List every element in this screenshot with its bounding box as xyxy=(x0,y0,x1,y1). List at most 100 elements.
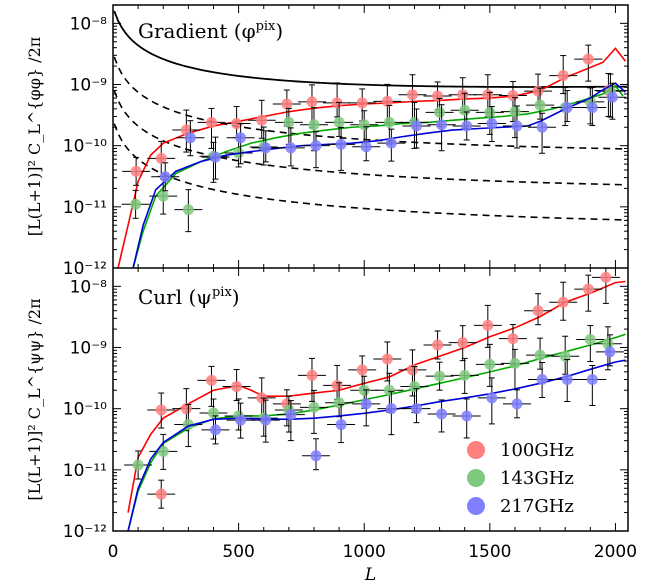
marker xyxy=(486,118,498,130)
marker xyxy=(457,89,469,101)
data-point-143GHz xyxy=(526,87,555,120)
marker xyxy=(532,305,544,317)
marker xyxy=(436,408,448,420)
data-point-143GHz xyxy=(425,361,454,391)
marker xyxy=(461,410,473,422)
marker xyxy=(184,132,196,144)
legend-label-217GHz: 217GHz xyxy=(500,496,574,517)
data-point-217GHz xyxy=(301,131,330,169)
data-point-143GHz xyxy=(500,97,529,139)
data-point-100GHz xyxy=(297,357,326,402)
data-point-217GHz xyxy=(301,438,330,471)
data-point-100GHz xyxy=(423,330,452,360)
data-point-217GHz xyxy=(427,104,456,152)
data-point-217GHz xyxy=(578,364,607,406)
marker xyxy=(408,381,420,393)
marker xyxy=(356,364,368,376)
data-point-100GHz xyxy=(373,83,402,124)
model-curve-217GHz xyxy=(127,359,626,531)
data-point-100GHz xyxy=(122,156,151,186)
y-tick-label: 10⁻⁸ xyxy=(70,277,108,297)
marker xyxy=(534,99,546,111)
marker xyxy=(335,138,347,150)
marker xyxy=(205,374,217,386)
theory-curve-dashed-3 xyxy=(113,123,627,221)
y-tick-label: 10⁻¹¹ xyxy=(63,198,107,218)
marker xyxy=(381,353,393,365)
marker xyxy=(205,116,217,128)
legend-marker-100GHz xyxy=(467,441,485,459)
marker xyxy=(383,384,395,396)
y-tick-label: 10⁻¹⁰ xyxy=(63,400,107,420)
data-point-143GHz xyxy=(299,389,328,434)
marker xyxy=(155,488,167,500)
curl-title: Curl (ψpix) xyxy=(138,285,240,309)
y-tick-label: 10⁻⁸ xyxy=(70,14,108,34)
y-tick-label: 10⁻⁹ xyxy=(70,76,108,96)
marker xyxy=(436,119,448,131)
data-point-143GHz xyxy=(475,343,504,387)
data-point-100GHz xyxy=(197,107,226,149)
marker xyxy=(333,116,345,128)
data-point-143GHz xyxy=(325,382,354,418)
data-point-100GHz xyxy=(147,479,176,509)
marker xyxy=(180,403,192,415)
marker xyxy=(310,450,322,462)
marker xyxy=(209,424,221,436)
marker xyxy=(383,116,395,128)
data-point-100GHz xyxy=(323,82,352,118)
marker xyxy=(561,102,573,114)
marker xyxy=(333,397,345,409)
legend: 100GHz 143GHz 217GHz xyxy=(467,440,574,517)
x-tick-label: 2000 xyxy=(594,542,637,562)
marker xyxy=(285,409,297,421)
data-point-143GHz xyxy=(124,450,153,480)
data-point-143GHz xyxy=(174,189,203,233)
marker xyxy=(335,419,347,431)
marker xyxy=(155,404,167,416)
theory-curve-dashed-1 xyxy=(113,56,627,150)
legend-marker-143GHz xyxy=(467,469,485,487)
marker xyxy=(604,346,616,358)
legend-label-143GHz: 143GHz xyxy=(500,468,574,489)
data-point-217GHz xyxy=(251,130,280,163)
marker xyxy=(536,121,548,133)
data-point-143GHz xyxy=(149,433,178,470)
data-point-217GHz xyxy=(226,402,255,439)
marker xyxy=(231,118,243,130)
marker xyxy=(308,119,320,131)
marker xyxy=(459,369,471,381)
marker xyxy=(507,90,519,102)
marker xyxy=(209,151,221,163)
data-point-217GHz xyxy=(452,111,481,141)
data-point-217GHz xyxy=(502,105,531,149)
marker xyxy=(235,414,247,426)
marker xyxy=(308,401,320,413)
data-point-217GHz xyxy=(477,377,506,425)
marker xyxy=(331,97,343,109)
data-point-217GHz xyxy=(452,398,481,439)
data-point-100GHz xyxy=(348,88,377,122)
y-tick-label: 10⁻¹² xyxy=(63,259,107,279)
marker xyxy=(231,381,243,393)
marker xyxy=(461,120,473,132)
marker xyxy=(310,140,322,152)
data-point-143GHz xyxy=(500,348,529,390)
data-point-217GHz xyxy=(251,399,280,443)
data-point-100GHz xyxy=(448,325,477,362)
marker xyxy=(584,334,596,346)
data-point-100GHz xyxy=(524,293,553,326)
y-axis-label-bottom: [L(L+1)]² C_L^{ψψ} /2π xyxy=(25,298,44,500)
data-point-217GHz xyxy=(578,87,607,127)
marker xyxy=(507,333,519,345)
marker xyxy=(385,137,397,149)
marker xyxy=(534,349,546,361)
data-point-217GHz xyxy=(477,106,506,143)
marker xyxy=(381,95,393,107)
marker xyxy=(484,106,496,118)
data-point-100GHz xyxy=(247,377,276,417)
data-point-217GHz xyxy=(226,123,255,165)
data-point-143GHz xyxy=(199,141,228,183)
data-point-217GHz xyxy=(327,404,356,444)
